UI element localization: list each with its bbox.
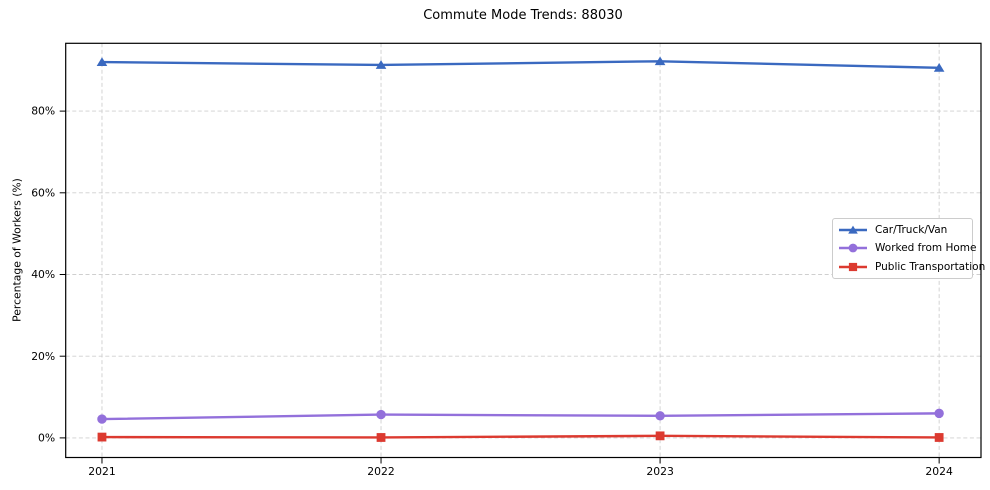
x-tick-label: 2021 (88, 465, 115, 478)
legend-swatch-square-icon (839, 262, 867, 271)
series-public-transportation-marker-square-icon (376, 433, 386, 442)
series-public-transportation-marker-square-icon (934, 433, 944, 442)
series-worked-from-home-marker-circle-icon (655, 411, 665, 421)
legend-label-worked-from-home: Worked from Home (875, 242, 977, 255)
y-tick-label: 0% (38, 431, 55, 444)
series-car-truck-van-marker-triangle-icon (375, 60, 387, 69)
legend: Car/Truck/Van Worked from Home Public Tran… (832, 218, 985, 279)
y-tick-label: 20% (31, 350, 55, 363)
y-tick-label: 80% (31, 105, 55, 118)
series-car-truck-van-marker-triangle-icon (933, 63, 945, 72)
x-tick-label: 2022 (367, 465, 394, 478)
legend-swatch-circle-icon (839, 244, 867, 253)
plot-border (65, 42, 982, 459)
series-line-car-truck-van (100, 60, 941, 70)
legend-entry-car-truck-van: Car/Truck/Van (838, 221, 967, 239)
series-worked-from-home-marker-circle-icon (97, 414, 107, 424)
series-line-worked-from-home (100, 412, 941, 421)
legend-entry-worked-from-home: Worked from Home (838, 239, 976, 257)
series-car-truck-van-marker-triangle-icon (654, 56, 666, 66)
series-public-transportation-marker-square-icon (655, 431, 665, 441)
x-tick-label: 2024 (925, 465, 953, 478)
y-tick-label: 60% (31, 186, 55, 199)
legend-entry-public-transportation: Public Transportation (838, 258, 985, 276)
series-worked-from-home-marker-circle-icon (376, 409, 386, 420)
legend-swatch-triangle-icon (839, 225, 867, 234)
legend-label-public-transportation: Public Transportation (875, 260, 986, 273)
chart-title: Commute Mode Trends: 88030 (423, 8, 623, 23)
series-public-transportation-marker-square-icon (97, 432, 107, 442)
y-tick-label: 40% (31, 268, 55, 281)
series-line-public-transportation (100, 434, 941, 439)
series-worked-from-home-marker-circle-icon (934, 408, 944, 419)
series-car-truck-van-marker-triangle-icon (96, 57, 108, 66)
legend-label-car-truck-van: Car/Truck/Van (875, 224, 948, 237)
x-tick-label: 2023 (646, 465, 673, 478)
